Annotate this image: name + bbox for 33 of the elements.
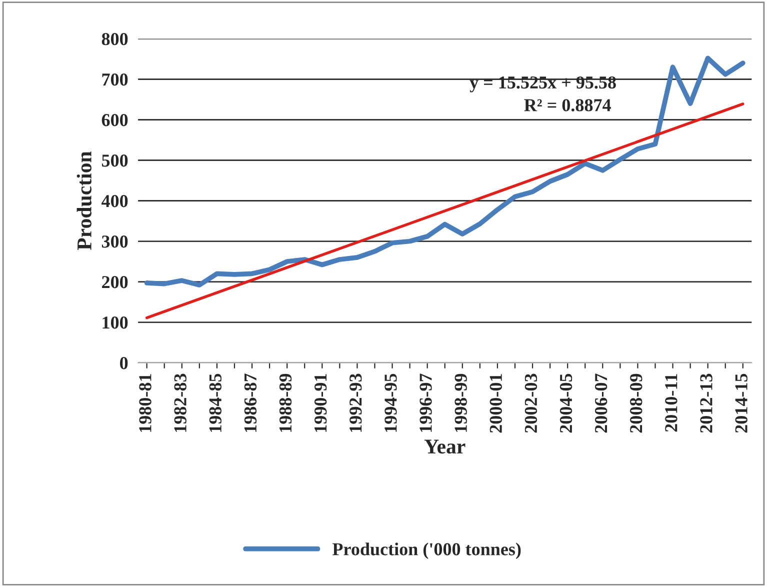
x-tick-label: 1980-81 — [139, 374, 152, 432]
x-tick-label: 2008-09 — [630, 374, 642, 433]
x-tick-label: 2012-13 — [700, 374, 712, 433]
x-tick-label: 1992-93 — [350, 374, 362, 432]
y-tick-label: 400 — [102, 195, 128, 208]
x-tick-label: 1996-97 — [420, 374, 432, 432]
x-tick-label: 2006-07 — [594, 374, 608, 433]
x-tick-label: 1988-89 — [279, 374, 292, 432]
x-axis-title: Year — [424, 440, 466, 454]
y-tick-label: 300 — [102, 236, 128, 248]
annotation: R² = 0.8874 — [524, 99, 611, 112]
y-tick-label: 0 — [120, 357, 128, 370]
y-tick-label: 600 — [102, 114, 128, 126]
y-tick-label: 500 — [102, 154, 128, 167]
legend-label: Production ('000 tonnes) — [332, 542, 521, 560]
line-series — [144, 56, 746, 288]
x-tick-label: 1994-95 — [384, 374, 397, 432]
x-tick-label: 2004-05 — [560, 374, 572, 433]
y-axis-title: Production — [76, 151, 92, 250]
x-tick-label: 2014-15 — [735, 374, 748, 433]
annotation: y = 15.525x + 95.58 — [470, 76, 616, 92]
y-tick-label: 100 — [102, 316, 128, 329]
y-tick-label: 800 — [102, 33, 128, 46]
y-tick-label: 200 — [102, 276, 128, 288]
x-tick-label: 1984-85 — [209, 374, 222, 432]
x-tick-label: 2010-11 — [665, 374, 678, 432]
x-tick-label: 1990-91 — [314, 374, 327, 432]
x-tick-label: 1986-87 — [244, 374, 257, 432]
x-tick-label: 1982-83 — [174, 374, 186, 432]
y-tick-label: 700 — [102, 74, 128, 86]
x-tick-label: 1998-99 — [454, 374, 467, 432]
x-tick-label: 2000-01 — [490, 374, 502, 433]
x-tick-label: 2002-03 — [524, 374, 538, 433]
